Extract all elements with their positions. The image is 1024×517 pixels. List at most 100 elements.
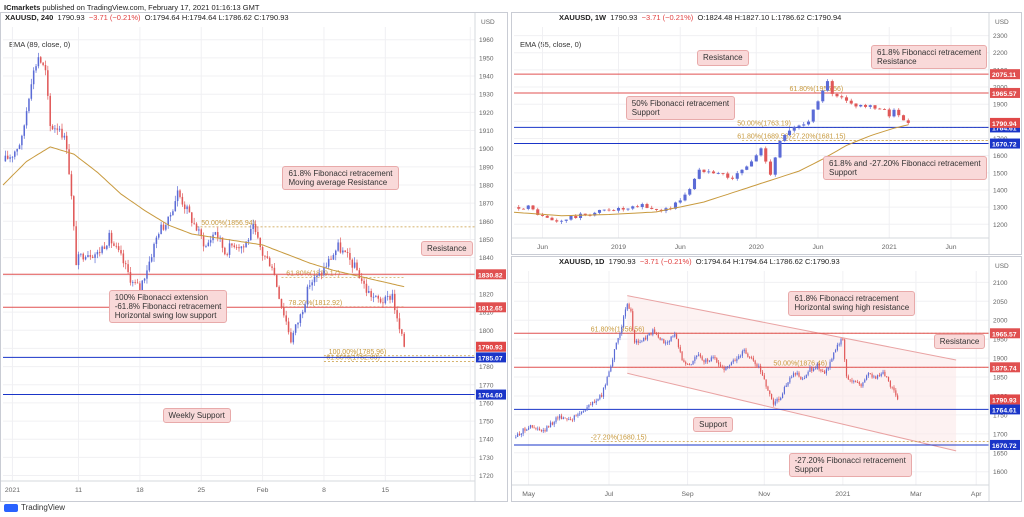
candle-body[interactable]: [681, 351, 683, 361]
candle-body[interactable]: [805, 374, 807, 378]
candle-body[interactable]: [584, 410, 586, 412]
candle-body[interactable]: [14, 151, 16, 157]
candle-body[interactable]: [602, 387, 605, 397]
candle-body[interactable]: [886, 376, 888, 378]
candle-body[interactable]: [792, 126, 796, 131]
candle-body[interactable]: [765, 379, 767, 387]
candle-body[interactable]: [613, 349, 616, 360]
candle-body[interactable]: [685, 362, 687, 365]
candle-body[interactable]: [750, 357, 753, 359]
candle-body[interactable]: [28, 98, 30, 112]
candle-body[interactable]: [719, 364, 722, 367]
candle-body[interactable]: [531, 205, 535, 210]
candle-body[interactable]: [780, 398, 782, 401]
candle-body[interactable]: [897, 109, 901, 116]
candle-body[interactable]: [35, 66, 37, 71]
candle-body[interactable]: [566, 418, 568, 420]
candle-body[interactable]: [65, 135, 68, 150]
candle-body[interactable]: [597, 398, 599, 401]
candle-body[interactable]: [174, 201, 177, 212]
candle-body[interactable]: [327, 258, 330, 267]
candle-body[interactable]: [257, 231, 259, 238]
candle-body[interactable]: [548, 426, 550, 428]
candle-body[interactable]: [160, 224, 162, 235]
candle-body[interactable]: [688, 189, 692, 195]
candle-body[interactable]: [337, 242, 339, 251]
candle-body[interactable]: [644, 337, 647, 340]
candle-body[interactable]: [245, 241, 247, 248]
candle-body[interactable]: [266, 256, 269, 258]
candle-body[interactable]: [862, 382, 864, 387]
candle-body[interactable]: [738, 356, 740, 359]
candle-body[interactable]: [9, 157, 11, 159]
candle-body[interactable]: [216, 232, 219, 238]
candle-body[interactable]: [122, 253, 125, 264]
candle-body[interactable]: [797, 125, 801, 127]
candle-body[interactable]: [697, 354, 700, 356]
candle-body[interactable]: [150, 257, 153, 262]
annotation-callout[interactable]: 61.8% Fibonacci retracement Moving averag…: [282, 165, 399, 191]
annotation-callout[interactable]: 61.8% and -27.20% Fibonacci retracement S…: [823, 155, 987, 181]
candle-body[interactable]: [906, 120, 910, 123]
candle-body[interactable]: [692, 178, 697, 190]
candle-body[interactable]: [802, 124, 806, 126]
candle-body[interactable]: [58, 128, 61, 130]
candle-body[interactable]: [401, 329, 403, 334]
candle-body[interactable]: [18, 145, 21, 150]
candle-body[interactable]: [398, 318, 401, 330]
candle-body[interactable]: [631, 206, 635, 209]
candle-body[interactable]: [703, 359, 705, 363]
candle-body[interactable]: [254, 224, 257, 232]
candle-body[interactable]: [811, 367, 813, 371]
candle-body[interactable]: [701, 356, 703, 360]
candle-body[interactable]: [745, 349, 747, 354]
candle-body[interactable]: [141, 280, 144, 291]
candle-body[interactable]: [209, 240, 212, 243]
candle-body[interactable]: [646, 335, 648, 340]
candle-body[interactable]: [829, 361, 831, 368]
candle-body[interactable]: [47, 70, 49, 96]
candle-body[interactable]: [25, 111, 28, 126]
candle-body[interactable]: [106, 245, 108, 249]
candle-body[interactable]: [721, 366, 723, 368]
annotation-callout[interactable]: Resistance: [697, 50, 749, 66]
candle-body[interactable]: [650, 207, 654, 209]
annotation-callout[interactable]: Resistance: [421, 241, 473, 257]
candle-body[interactable]: [346, 252, 349, 254]
candle-body[interactable]: [716, 173, 720, 174]
candle-body[interactable]: [181, 196, 184, 205]
candle-body[interactable]: [318, 273, 321, 276]
candle-body[interactable]: [233, 245, 236, 248]
candle-body[interactable]: [70, 174, 73, 197]
candle-body[interactable]: [205, 246, 207, 247]
candle-body[interactable]: [342, 250, 344, 253]
candle-body[interactable]: [697, 169, 701, 179]
candle-body[interactable]: [334, 250, 337, 256]
candle-body[interactable]: [360, 278, 363, 281]
candle-body[interactable]: [655, 332, 658, 335]
candle-body[interactable]: [816, 101, 820, 110]
candle-body[interactable]: [226, 254, 228, 256]
candle-body[interactable]: [372, 296, 375, 298]
candle-body[interactable]: [842, 339, 844, 341]
candle-body[interactable]: [148, 261, 151, 271]
candle-body[interactable]: [694, 357, 696, 361]
candle-body[interactable]: [311, 282, 313, 286]
candle-body[interactable]: [339, 242, 342, 253]
annotation-callout[interactable]: Resistance: [933, 333, 986, 349]
candle-body[interactable]: [725, 367, 727, 371]
candle-body[interactable]: [560, 415, 563, 420]
candle-body[interactable]: [39, 57, 42, 63]
candle-body[interactable]: [665, 342, 667, 344]
candle-body[interactable]: [68, 149, 70, 175]
candle-body[interactable]: [813, 368, 815, 371]
candle-body[interactable]: [98, 251, 101, 253]
candle-body[interactable]: [847, 376, 849, 380]
candle-body[interactable]: [358, 270, 361, 279]
candle-body[interactable]: [290, 332, 292, 343]
candle-body[interactable]: [403, 333, 405, 347]
candle-body[interactable]: [834, 350, 837, 353]
candle-body[interactable]: [515, 436, 517, 438]
candle-body[interactable]: [814, 368, 817, 370]
candle-body[interactable]: [859, 104, 863, 107]
